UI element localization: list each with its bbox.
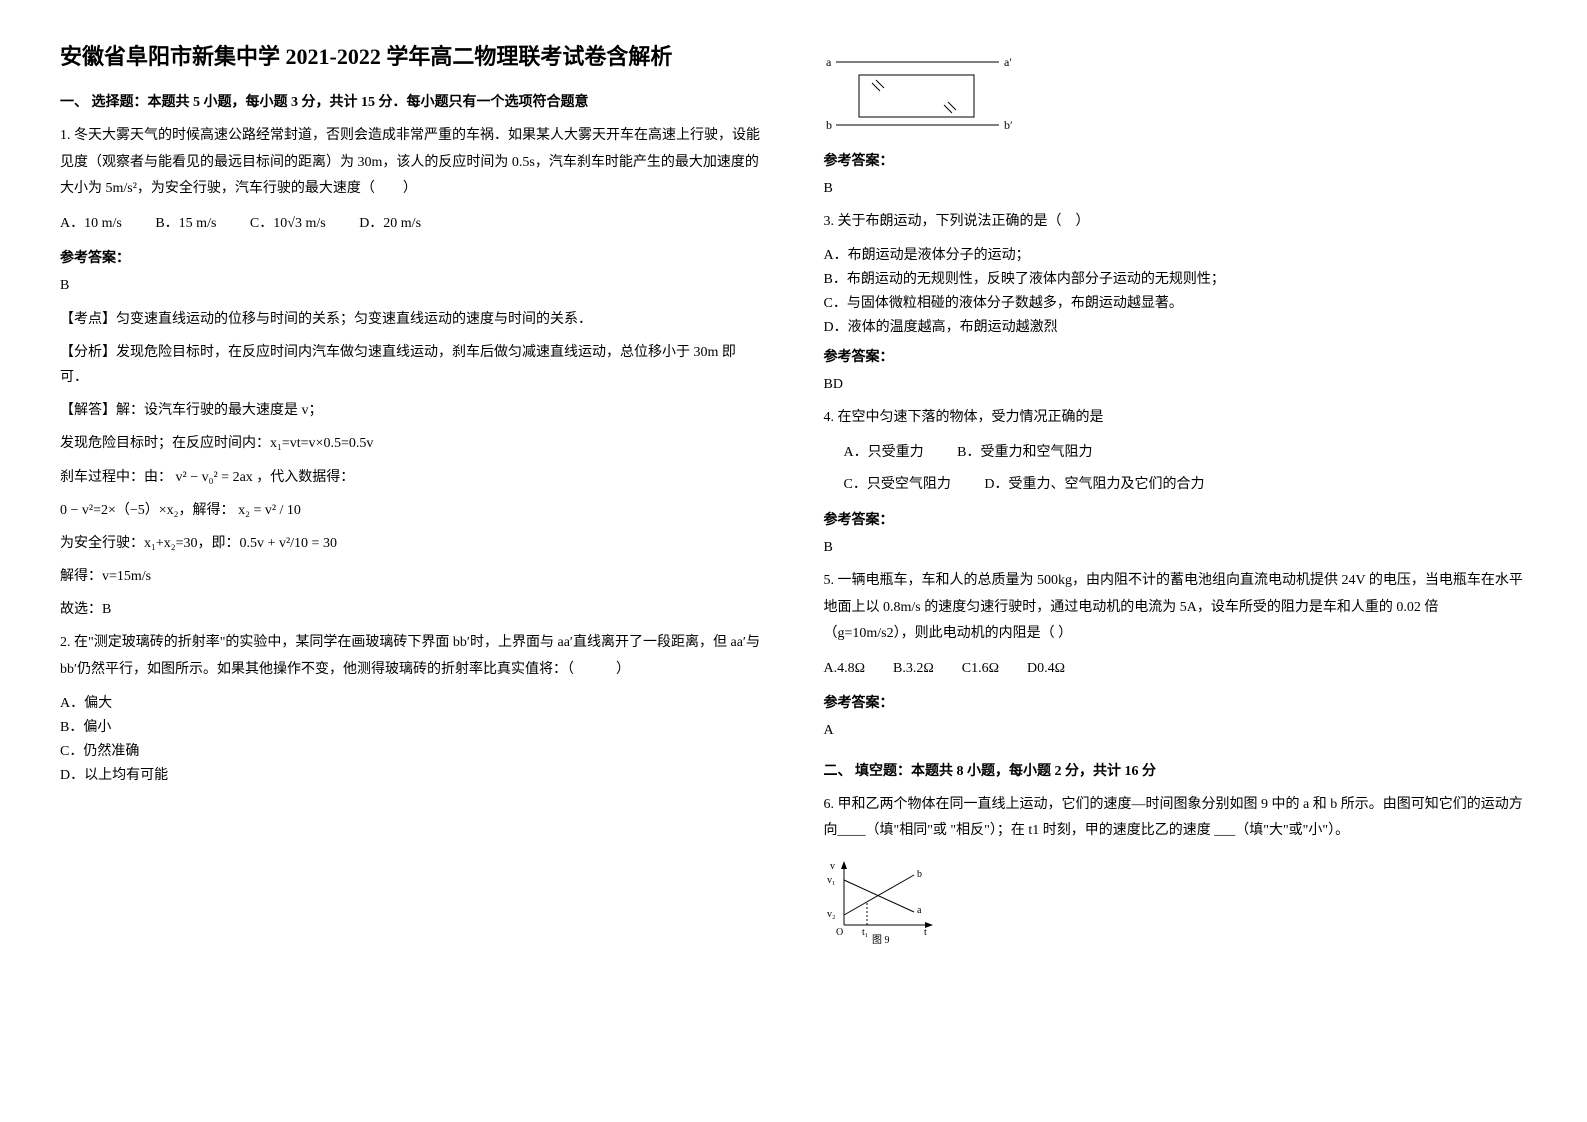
lbl-v: v xyxy=(830,861,835,872)
q1-optA: A．10 m/s xyxy=(60,211,122,238)
q3-stem: 3. 关于布朗运动，下列说法正确的是（ ） xyxy=(824,209,1528,236)
section1-header: 一、 选择题：本题共 5 小题，每小题 3 分，共计 15 分．每小题只有一个选… xyxy=(60,91,764,111)
q1-optC: C．10√3 m/s xyxy=(250,211,326,238)
q1-stem: 1. 冬天大雾天气的时候高速公路经常封道，否则会造成非常严重的车祸．如果某人大雾… xyxy=(60,123,764,203)
q2-stem: 2. 在"测定玻璃砖的折射率"的实验中，某同学在画玻璃砖下界面 bb′时，上界面… xyxy=(60,630,764,683)
lbl-line-a: a xyxy=(917,905,922,916)
q1-l4-math: + v²/10 = 30 xyxy=(268,536,337,551)
q1-l2-suf: ，代入数据得： xyxy=(256,470,354,485)
q5-stem: 5. 一辆电瓶车，车和人的总质量为 500kg，由内阻不计的蓄电池组向直流电动机… xyxy=(824,568,1528,648)
q6-stem: 6. 甲和乙两个物体在同一直线上运动，它们的速度—时间图象分别如图 9 中的 a… xyxy=(824,792,1528,845)
q1-fx: 【分析】发现危险目标时，在反应时间内汽车做匀速直线运动，刹车后做匀减速直线运动，… xyxy=(60,340,764,390)
q1-answer-label: 参考答案： xyxy=(60,247,764,267)
lbl-b: b xyxy=(826,118,832,132)
q1-optC-prefix: C．10 xyxy=(250,216,287,231)
q5-answer-label: 参考答案： xyxy=(824,692,1528,712)
q1-l2-pre: 刹车过程中：由： xyxy=(60,470,172,485)
q1-l6: 故选：B xyxy=(60,597,764,622)
q1-l5: 解得：v=15m/s xyxy=(60,564,764,589)
lbl-a: a xyxy=(826,55,832,69)
q3-answer-label: 参考答案： xyxy=(824,346,1528,366)
q1-optC-sqrt: √3 xyxy=(287,216,302,231)
exam-title: 安徽省阜阳市新集中学 2021-2022 学年高二物理联考试卷含解析 xyxy=(60,40,764,73)
q1-l4: 为安全行驶：x₁+x₂=30，即：0.5v + v²/10 = 30 xyxy=(60,531,764,556)
q5-opts: A.4.8Ω B.3.2Ω C1.6Ω D0.4Ω xyxy=(824,656,1528,683)
lbl-bp: b′ xyxy=(1004,118,1013,132)
q1-optC-suffix: m/s xyxy=(302,216,326,231)
q1-options: A．10 m/s B．15 m/s C．10√3 m/s D．20 m/s xyxy=(60,211,764,238)
q3-optD: D．液体的温度越高，布朗运动越激烈 xyxy=(824,316,1528,336)
q4-answer: B xyxy=(824,535,1528,560)
q1-l2: 刹车过程中：由： v² − v₀² = 2ax ，代入数据得： xyxy=(60,465,764,490)
right-column: a a′ b b′ 参考答案： B 3. 关于布朗运动，下列说法正确的是（ ） … xyxy=(824,40,1528,955)
lbl-O: O xyxy=(836,927,843,938)
q3-optA: A．布朗运动是液体分子的运动； xyxy=(824,244,1528,264)
q2-diagram: a a′ b b′ xyxy=(824,50,1024,140)
lbl-caption: 图 9 xyxy=(872,934,890,945)
q1-l3-pre: 0 − v²=2×（−5）×x₂，解得： xyxy=(60,503,235,518)
q1-l2-math: v² − v₀² = 2ax xyxy=(176,470,253,485)
q4-optB: B．受重力和空气阻力 xyxy=(957,440,1092,467)
q1-l3: 0 − v²=2×（−5）×x₂，解得： x₂ = v² / 10 xyxy=(60,498,764,523)
q2-answer-label: 参考答案： xyxy=(824,150,1528,170)
lbl-ap: a′ xyxy=(1004,55,1012,69)
q1-l4-pre: 为安全行驶：x₁+x₂=30，即：0.5v xyxy=(60,536,264,551)
q2-optA: A．偏大 xyxy=(60,692,764,712)
lbl-t1: t₁ xyxy=(862,927,868,938)
q3-answer: BD xyxy=(824,372,1528,397)
q4-answer-label: 参考答案： xyxy=(824,509,1528,529)
q1-jd-head: 【解答】解：设汽车行驶的最大速度是 v； xyxy=(60,398,764,423)
lbl-line-b: b xyxy=(917,869,922,880)
q4-optC: C．只受空气阻力 xyxy=(844,472,951,499)
q1-kd: 【考点】匀变速直线运动的位移与时间的关系；匀变速直线运动的速度与时间的关系． xyxy=(60,307,764,332)
q3-optC: C．与固体微粒相碰的液体分子数越多，布朗运动越显著。 xyxy=(824,292,1528,312)
section2-header: 二、 填空题：本题共 8 小题，每小题 2 分，共计 16 分 xyxy=(824,760,1528,780)
q2-optB: B．偏小 xyxy=(60,716,764,736)
q2-answer: B xyxy=(824,176,1528,201)
q2-optC: C．仍然准确 xyxy=(60,740,764,760)
lbl-v1: v₁ xyxy=(827,875,836,886)
glass-svg: a a′ b b′ xyxy=(824,50,1024,140)
q4-optA: A．只受重力 xyxy=(844,440,924,467)
left-column: 安徽省阜阳市新集中学 2021-2022 学年高二物理联考试卷含解析 一、 选择… xyxy=(60,40,764,955)
q4-opts-row1: A．只受重力 B．受重力和空气阻力 xyxy=(844,440,1528,467)
q1-optD: D．20 m/s xyxy=(359,211,421,238)
vt-svg: v v₁ v₂ O t₁ t a b 图 9 xyxy=(824,855,944,945)
q1-l3-math: x₂ = v² / 10 xyxy=(238,503,301,518)
q3-optB: B．布朗运动的无规则性，反映了液体内部分子运动的无规则性； xyxy=(824,268,1528,288)
q4-stem: 4. 在空中匀速下落的物体，受力情况正确的是 xyxy=(824,405,1528,432)
q1-optB: B．15 m/s xyxy=(155,211,216,238)
q2-optD: D．以上均有可能 xyxy=(60,764,764,784)
q4-opts-row2: C．只受空气阻力 D．受重力、空气阻力及它们的合力 xyxy=(844,472,1528,499)
q1-l1: 发现危险目标时；在反应时间内：x₁=vt=v×0.5=0.5v xyxy=(60,431,764,456)
q5-answer: A xyxy=(824,718,1528,743)
lbl-t: t xyxy=(924,927,927,938)
q6-diagram: v v₁ v₂ O t₁ t a b 图 9 xyxy=(824,855,944,945)
q1-answer: B xyxy=(60,273,764,298)
lbl-v2: v₂ xyxy=(827,909,836,920)
q4-optD: D．受重力、空气阻力及它们的合力 xyxy=(984,472,1204,499)
